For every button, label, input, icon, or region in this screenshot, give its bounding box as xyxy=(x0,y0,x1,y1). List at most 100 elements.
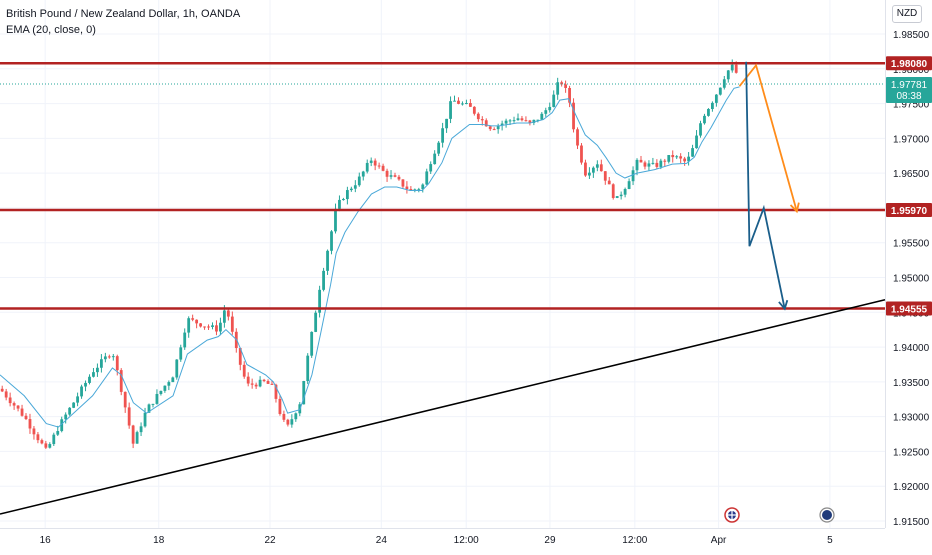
candle-body xyxy=(107,356,111,358)
candle-body xyxy=(651,162,655,164)
candle-body xyxy=(179,347,183,360)
candle-body xyxy=(663,160,667,162)
candle-body xyxy=(135,432,139,444)
candle-body xyxy=(345,190,349,200)
candle-body xyxy=(504,120,508,124)
level-price-tag xyxy=(886,301,932,316)
candle-body xyxy=(484,120,488,127)
candle-body xyxy=(619,194,623,197)
candle-body xyxy=(667,155,671,162)
candle-body xyxy=(8,397,12,404)
indicator-label[interactable]: EMA (20, close, 0) xyxy=(6,24,96,36)
y-tick-label: 1.91500 xyxy=(893,517,930,528)
candle-body xyxy=(0,388,4,392)
candle-body xyxy=(584,162,587,176)
candle-body xyxy=(639,159,643,163)
candle-body xyxy=(326,250,329,271)
candle-body xyxy=(334,208,337,232)
candle-body xyxy=(726,70,730,80)
candle-body xyxy=(40,440,44,444)
candle-body xyxy=(353,185,357,189)
candle-body xyxy=(488,126,492,130)
candle-body xyxy=(270,383,274,385)
candle-body xyxy=(595,164,599,168)
candle-body xyxy=(143,412,147,427)
x-tick-label: 18 xyxy=(153,535,165,546)
candle-body xyxy=(131,425,135,444)
candle-body xyxy=(286,419,290,425)
candle-body xyxy=(607,180,611,185)
symbol-title[interactable]: British Pound / New Zealand Dollar, 1h, … xyxy=(6,8,241,20)
candle-body xyxy=(599,164,603,172)
candle-body xyxy=(207,326,210,328)
candle-body xyxy=(151,403,155,405)
candle-body xyxy=(183,332,187,348)
candle-body xyxy=(187,318,191,333)
candle-body xyxy=(175,359,179,378)
candle-body xyxy=(417,189,421,191)
candle-body xyxy=(155,393,159,404)
candle-body xyxy=(254,384,258,387)
x-tick-label: 12:00 xyxy=(622,535,647,546)
level-price-tag xyxy=(886,56,932,71)
nz-event-icon-flag xyxy=(822,510,832,520)
x-tick-label: 12:00 xyxy=(454,535,479,546)
candle-body xyxy=(730,64,734,71)
candle-body xyxy=(453,100,456,102)
candle-body xyxy=(441,128,445,143)
candle-body xyxy=(476,113,480,120)
currency-badge[interactable]: NZD xyxy=(892,5,922,23)
candle-body xyxy=(659,160,663,167)
candle-body xyxy=(215,325,218,332)
x-tick-label: 29 xyxy=(544,535,556,546)
candle-body xyxy=(433,153,437,165)
candle-body xyxy=(361,171,365,177)
candle-body xyxy=(103,356,107,360)
candle-body xyxy=(718,87,722,95)
candle-body xyxy=(540,113,544,120)
candle-body xyxy=(556,82,560,95)
y-tick-label: 1.93000 xyxy=(893,413,930,424)
candle-body xyxy=(123,391,127,408)
candle-body xyxy=(294,413,298,420)
candle-body xyxy=(88,376,91,383)
candle-body xyxy=(405,186,409,190)
candle-body xyxy=(373,160,377,166)
candle-body xyxy=(32,428,36,435)
candle-body xyxy=(552,94,556,107)
candle-body xyxy=(457,100,460,104)
candle-body xyxy=(655,162,659,167)
candle-body xyxy=(52,434,56,445)
projection-blue-arrowhead xyxy=(778,299,789,311)
candle-body xyxy=(238,348,242,365)
candle-body xyxy=(389,175,393,177)
candle-body xyxy=(96,367,99,373)
candle-body xyxy=(266,381,270,384)
candle-body xyxy=(468,103,472,107)
candle-body xyxy=(250,383,254,385)
candle-body xyxy=(580,145,583,163)
candle-body xyxy=(222,310,226,323)
candle-body xyxy=(274,384,278,399)
candle-body xyxy=(242,364,246,377)
candle-body xyxy=(508,120,512,122)
candle-body xyxy=(72,402,76,408)
candle-body xyxy=(262,379,266,382)
candle-body xyxy=(163,385,167,391)
candle-body xyxy=(159,390,163,394)
x-tick-label: Apr xyxy=(711,535,727,546)
candle-body xyxy=(445,118,448,129)
candle-body xyxy=(615,196,619,198)
projection-blue xyxy=(745,61,786,309)
candle-body xyxy=(437,142,441,154)
y-tick-label: 1.98500 xyxy=(893,30,930,41)
y-tick-label: 1.95000 xyxy=(893,274,930,285)
x-tick-label: 24 xyxy=(376,535,388,546)
candle-body xyxy=(84,382,87,387)
candle-body xyxy=(429,164,433,172)
candle-body xyxy=(588,172,591,176)
candle-body xyxy=(230,316,234,332)
y-tick-label: 1.97000 xyxy=(893,134,930,145)
